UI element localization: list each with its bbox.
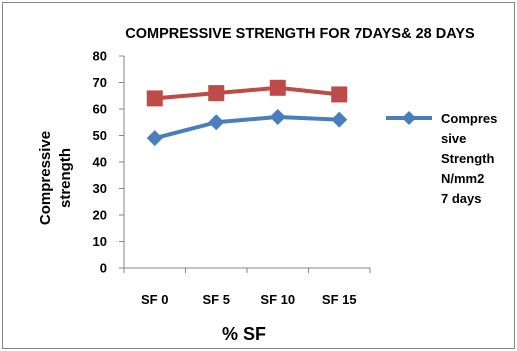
legend-label-line: 7 days: [441, 191, 481, 206]
x-tick-label: SF 15: [322, 292, 357, 307]
series-line: [154, 114, 340, 141]
data-point: [146, 90, 163, 107]
y-axis-title-line: Compressive: [37, 131, 54, 225]
y-tick-label: 20: [93, 208, 107, 223]
y-axis-title: Compressive strength: [37, 131, 74, 225]
legend-marker: [402, 111, 416, 125]
y-tick-label: 30: [93, 181, 107, 196]
data-point: [331, 111, 348, 128]
legend-label-line: N/mm2: [441, 171, 484, 186]
data-point: [269, 79, 286, 96]
x-axis-title: % SF: [222, 324, 266, 344]
y-tick-label: 70: [93, 75, 107, 90]
data-point: [269, 108, 286, 125]
y-tick-label: 0: [100, 261, 107, 276]
legend-label-line: Compres: [441, 111, 497, 126]
x-tick-label: SF 5: [203, 292, 230, 307]
legend: Compres sive Strength N/mm2 7 days: [386, 111, 497, 206]
x-axis: SF 0 SF 5 SF 10 SF 15: [123, 268, 371, 307]
series-2: [146, 79, 348, 107]
chart-title: COMPRESSIVE STRENGTH FOR 7DAYS& 28 DAYS: [125, 26, 475, 42]
y-tick-label: 50: [93, 128, 107, 143]
series-layer: [146, 79, 348, 147]
y-tick-label: 80: [93, 49, 107, 64]
y-axis: 0 10 20 30 40 50 60 70 80: [93, 49, 124, 276]
legend-label-line: Strength: [441, 151, 495, 166]
x-tick-label: SF 0: [141, 292, 168, 307]
data-point: [146, 130, 163, 147]
legend-label-line: sive: [441, 131, 466, 146]
data-point: [208, 85, 225, 102]
series-line: [154, 85, 340, 101]
data-point: [331, 86, 348, 103]
y-tick-label: 60: [93, 102, 107, 117]
y-tick-label: 10: [93, 234, 107, 249]
y-axis-title-line: strength: [57, 148, 74, 208]
x-tick-label: SF 10: [260, 292, 295, 307]
y-tick-label: 40: [93, 155, 107, 170]
data-point: [208, 114, 225, 131]
series-1: [146, 108, 348, 147]
